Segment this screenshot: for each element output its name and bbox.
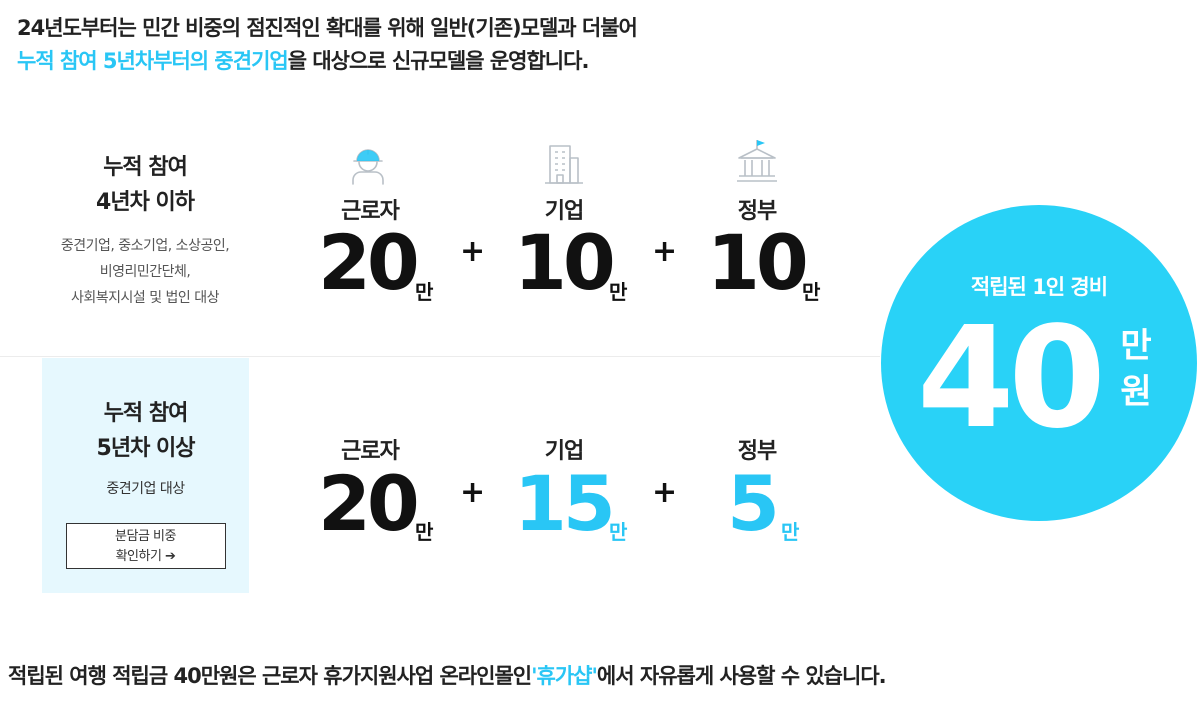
- footer-note: 적립된 여행 적립금 40만원은 근로자 휴가지원사업 온라인몰인'휴가샵'에서…: [8, 660, 887, 690]
- tier1-title-line1: 누적 참여: [103, 155, 188, 180]
- tier2-title-line2: 5년차 이상: [96, 436, 196, 461]
- total-unit-won: 원: [1120, 372, 1152, 412]
- tier1-title-line2: 4년차 이하: [96, 190, 195, 215]
- plus-sign: +: [460, 234, 486, 269]
- government-building-icon: [737, 140, 777, 182]
- tier1-government-label: 정부: [737, 199, 777, 224]
- footer-highlight-link: '휴가샵': [531, 664, 598, 688]
- plus-sign: +: [652, 475, 678, 510]
- intro-line-1: 24년도부터는 민간 비중의 점진적인 확대를 위해 일반(기존)모델과 더불어: [17, 16, 638, 40]
- footer-text-post: 에서 자유롭게 사용할 수 있습니다.: [596, 664, 887, 688]
- tier1-worker-label: 근로자: [341, 199, 400, 224]
- tier2-worker-amount: 20: [318, 459, 420, 548]
- tier1-category: 누적 참여 4년차 이하 중견기업, 중소기업, 소상공인, 비영리민간단체, …: [30, 150, 260, 311]
- view-ratio-button[interactable]: 분담금 비중 확인하기 ➔: [65, 523, 226, 569]
- tier1-company-amount: 10: [514, 218, 616, 307]
- plus-sign: +: [460, 475, 486, 510]
- tier2-company-label: 기업: [544, 439, 584, 464]
- tier2-government-amount: 5: [727, 459, 780, 548]
- office-building-icon: [545, 145, 583, 184]
- tier1-government-amount: 10: [707, 218, 809, 307]
- footer-text-pre: 적립된 여행 적립금 40만원은 근로자 휴가지원사업 온라인몰인: [8, 664, 532, 688]
- view-ratio-button-line2: 확인하기 ➔: [115, 549, 176, 564]
- tier2-title-line1: 누적 참여: [103, 401, 189, 426]
- intro-line-2-rest: 을 대상으로 신규모델을 운영합니다.: [287, 49, 590, 73]
- total-amount-circle: 적립된 1인 경비 40 만 원: [881, 205, 1197, 521]
- intro-highlight: 누적 참여 5년차부터의 중견기업: [17, 49, 289, 73]
- total-amount: 40: [917, 297, 1106, 460]
- worker-helmet-icon: [352, 149, 384, 185]
- tier1-government-unit: 만: [802, 280, 821, 304]
- row-divider: [0, 356, 880, 357]
- view-ratio-button-line1: 분담금 비중: [115, 529, 176, 544]
- total-label: 적립된 1인 경비: [970, 275, 1108, 299]
- total-unit: 만 원: [1116, 323, 1156, 415]
- intro-text: 24년도부터는 민간 비중의 점진적인 확대를 위해 일반(기존)모델과 더불어…: [17, 12, 638, 78]
- tier1-company-label: 기업: [544, 199, 584, 224]
- tier1-company-unit: 만: [609, 280, 628, 304]
- tier1-desc-line2: 비영리민간단체,: [99, 264, 191, 280]
- tier2-government-unit: 만: [781, 520, 800, 544]
- tier1-worker-unit: 만: [415, 280, 434, 304]
- tier2-company-unit: 만: [609, 520, 628, 544]
- tier2-company-amount: 15: [514, 459, 616, 548]
- total-unit-man: 만: [1120, 326, 1152, 366]
- tier2-description: 중견기업 대상: [106, 481, 185, 497]
- tier1-desc-line1: 중견기업, 중소기업, 소상공인,: [60, 238, 230, 254]
- tier1-worker-amount: 20: [318, 218, 420, 307]
- tier1-desc-line3: 사회복지시설 및 법인 대상: [70, 290, 220, 306]
- tier1-description: 중견기업, 중소기업, 소상공인, 비영리민간단체, 사회복지시설 및 법인 대…: [30, 233, 260, 311]
- tier2-category: 누적 참여 5년차 이상 중견기업 대상 분담금 비중 확인하기 ➔: [42, 358, 249, 593]
- tier2-worker-unit: 만: [415, 520, 434, 544]
- tier2-worker-label: 근로자: [341, 439, 400, 464]
- intro-line-2: 누적 참여 5년차부터의 중견기업을 대상으로 신규모델을 운영합니다.: [17, 45, 637, 78]
- plus-sign: +: [652, 234, 678, 269]
- tier2-government-label: 정부: [737, 439, 777, 464]
